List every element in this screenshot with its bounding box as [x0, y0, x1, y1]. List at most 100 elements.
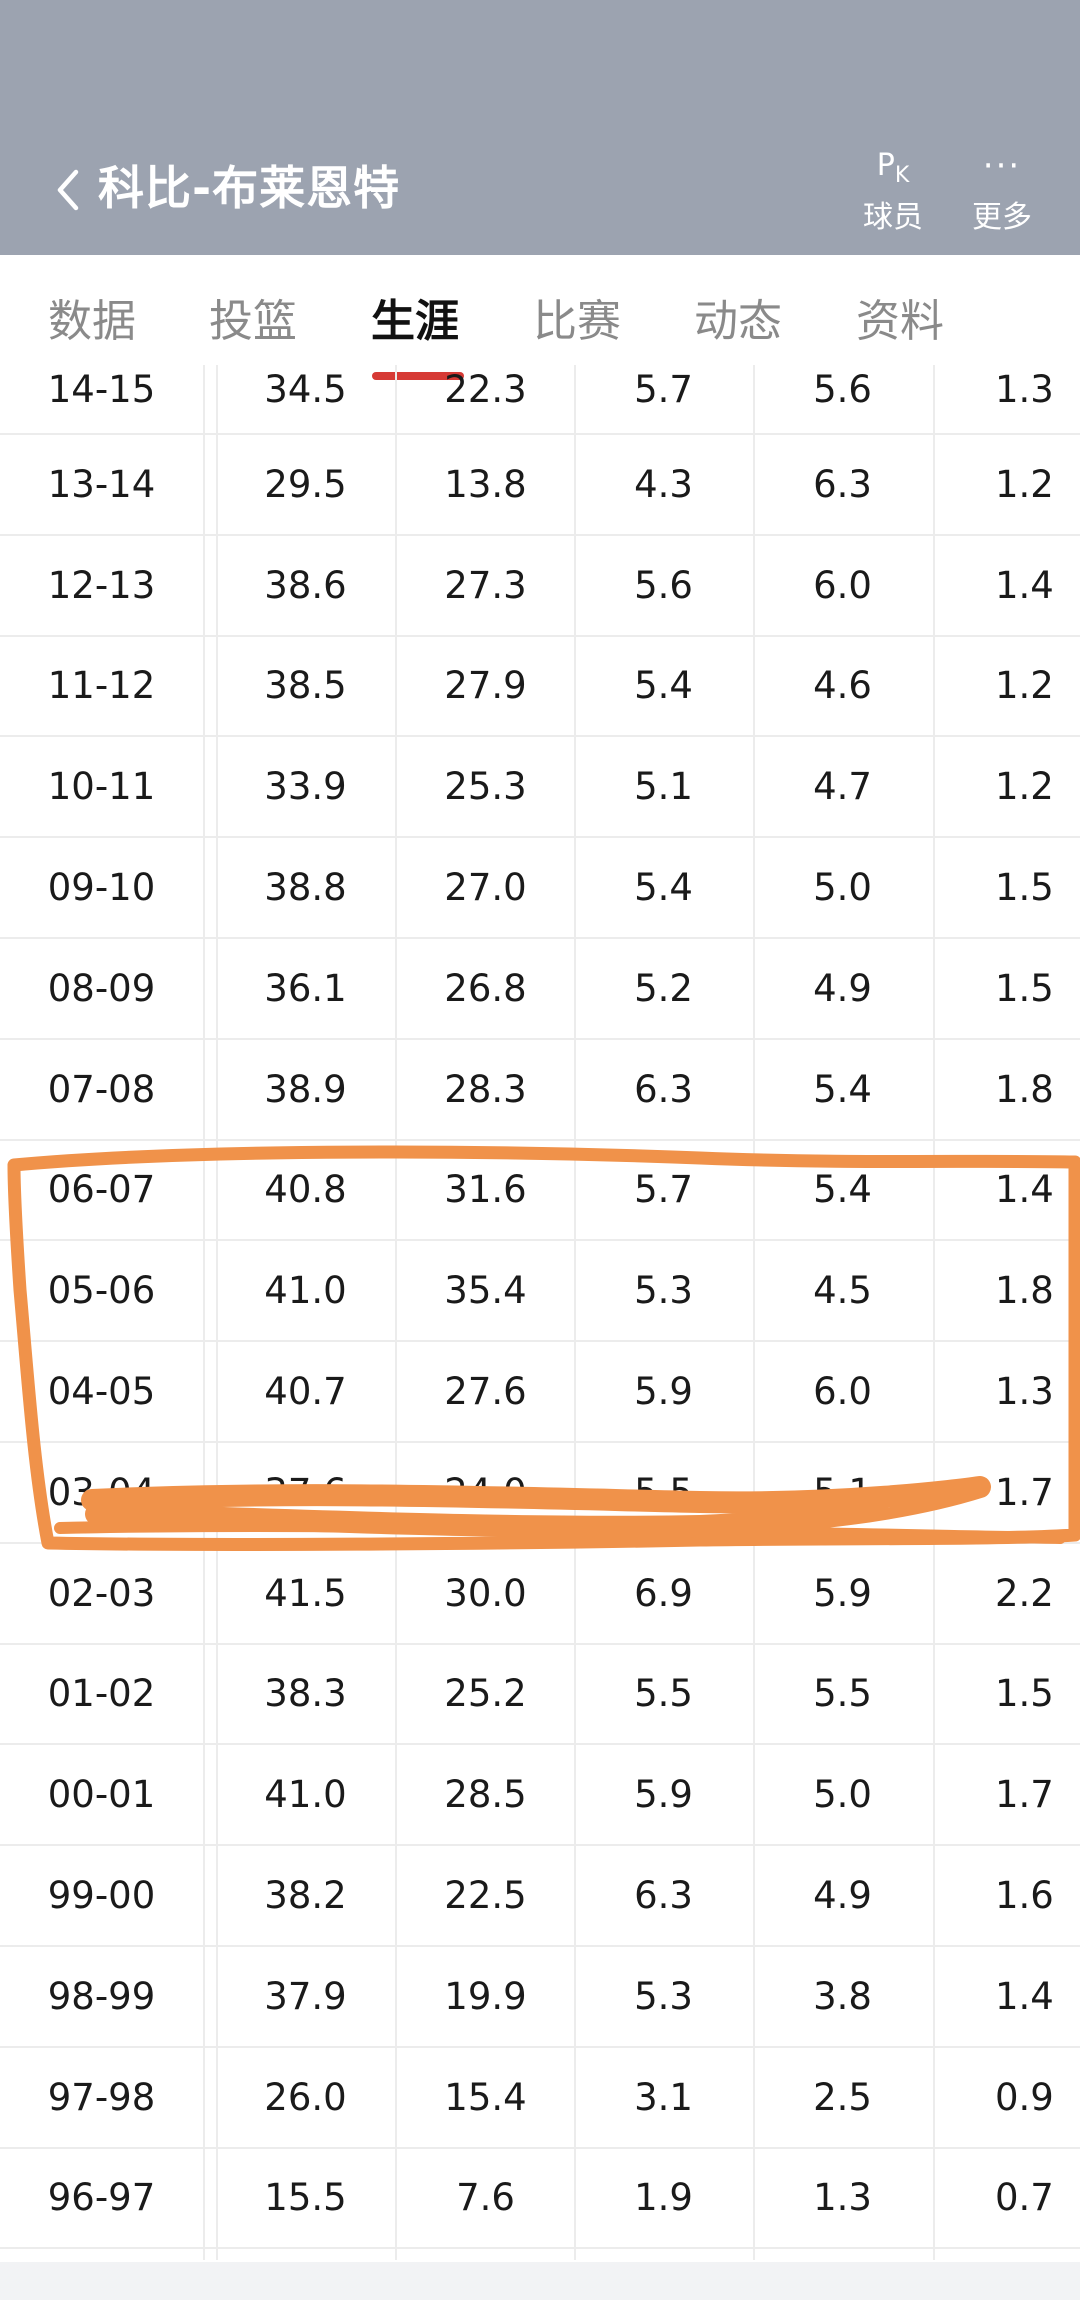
stat-cell: 19.9 — [444, 1974, 527, 2018]
season-cell: 11-12 — [47, 664, 156, 708]
stat-cell: 1.2 — [995, 765, 1054, 809]
stat-cell: 4.5 — [813, 1269, 872, 1313]
stat-cell: 1.3 — [995, 1370, 1054, 1414]
stat-cell: 4.6 — [813, 664, 872, 708]
stat-cell: 5.5 — [634, 1470, 693, 1514]
stat-cell: 1.5 — [995, 866, 1054, 910]
stat-cell: 0.7 — [995, 2176, 1054, 2220]
stat-cell: 5.4 — [813, 1067, 872, 1111]
stat-cell: 1.8 — [995, 1269, 1054, 1313]
stat-cell: 6.3 — [634, 1874, 693, 1918]
stat-cell: 5.0 — [813, 866, 872, 910]
season-cell: 03-04 — [47, 1470, 156, 1514]
season-cell: 06-07 — [47, 1168, 156, 1212]
active-tab-indicator — [372, 372, 464, 380]
stat-cell: 6.3 — [634, 1067, 693, 1111]
stat-cell: 1.4 — [995, 1974, 1054, 2018]
tab-bar: 数据 投篮 生涯 比赛 动态 资料 — [0, 255, 1080, 380]
stat-cell: 6.9 — [634, 1571, 693, 1615]
tab-profile[interactable]: 资料 — [856, 296, 944, 347]
stat-cell: 1.2 — [995, 664, 1054, 708]
more-button[interactable]: ··· 更多 — [952, 140, 1052, 236]
table-row: 11-12 38.5 27.9 5.4 4.6 1.2 — [0, 637, 1080, 738]
tab-games[interactable]: 比赛 — [533, 296, 621, 347]
stat-cell: 7.6 — [456, 2176, 515, 2220]
career-stats-table[interactable]: 14-15 34.5 22.3 5.7 5.6 1.3 13-14 29.5 13.8 4.3 6.… — [0, 365, 1080, 2250]
stat-cell: 4.7 — [813, 765, 872, 809]
stat-cell: 38.5 — [264, 664, 347, 708]
more-label: 更多 — [972, 200, 1032, 235]
stat-cell: 28.5 — [444, 1773, 527, 1817]
stat-cell: 41.0 — [264, 1773, 347, 1817]
stat-cell: 27.0 — [444, 866, 527, 910]
season-cell: 04-05 — [47, 1370, 156, 1414]
stat-cell: 4.9 — [813, 1874, 872, 1918]
stat-cell: 38.2 — [264, 1874, 347, 1918]
more-icon: ··· — [982, 146, 1022, 186]
stat-cell: 27.3 — [444, 563, 527, 607]
stat-cell: 5.7 — [634, 368, 693, 411]
stat-cell: 38.6 — [264, 563, 347, 607]
table-row: 05-06 41.0 35.4 5.3 4.5 1.8 — [0, 1241, 1080, 1343]
season-cell: 96-97 — [47, 2176, 156, 2220]
stat-cell: 41.0 — [264, 1269, 347, 1313]
stat-cell: 5.0 — [813, 1773, 872, 1817]
stat-cell: 5.9 — [634, 1773, 693, 1817]
table-row: 10-11 33.9 25.3 5.1 4.7 1.2 — [0, 737, 1080, 839]
stat-cell: 5.4 — [813, 1168, 872, 1212]
stat-cell: 26.0 — [264, 2075, 347, 2119]
table-row: 97-98 26.0 15.4 3.1 2.5 0.9 — [0, 2048, 1080, 2149]
stat-cell: 4.9 — [813, 966, 872, 1010]
table-row: 99-00 38.2 22.5 6.3 4.9 1.6 — [0, 1846, 1080, 1947]
tab-career[interactable]: 生涯 — [371, 296, 459, 347]
table-row: 03-04 37.6 24.0 5.5 5.1 1.7 — [0, 1443, 1080, 1544]
table-row: 98-99 37.9 19.9 5.3 3.8 1.4 — [0, 1947, 1080, 2048]
stat-cell: 15.4 — [444, 2075, 527, 2119]
season-cell: 99-00 — [47, 1874, 156, 1918]
table-row: 14-15 34.5 22.3 5.7 5.6 1.3 — [0, 365, 1080, 435]
season-cell: 98-99 — [47, 1974, 156, 2018]
stat-cell: 24.0 — [444, 1470, 527, 1514]
season-cell: 13-14 — [47, 462, 156, 506]
stat-cell: 41.5 — [264, 1571, 347, 1615]
stat-cell: 40.8 — [264, 1168, 347, 1212]
stat-cell: 1.3 — [813, 2176, 872, 2220]
stat-cell: 15.5 — [264, 2176, 347, 2220]
stat-cell: 2.5 — [813, 2075, 872, 2119]
season-cell: 12-13 — [47, 563, 156, 607]
tab-shooting[interactable]: 投篮 — [209, 296, 297, 347]
stat-cell: 25.3 — [444, 765, 527, 809]
table-row: 00-01 41.0 28.5 5.9 5.0 1.7 — [0, 1745, 1080, 1847]
season-cell: 02-03 — [47, 1571, 156, 1615]
table-row: 04-05 40.7 27.6 5.9 6.0 1.3 — [0, 1342, 1080, 1443]
table-row: 07-08 38.9 28.3 6.3 5.4 1.8 — [0, 1040, 1080, 1141]
stat-cell: 38.8 — [264, 866, 347, 910]
stat-cell: 1.7 — [995, 1470, 1054, 1514]
stat-cell: 6.0 — [813, 563, 872, 607]
season-cell: 10-11 — [47, 765, 156, 809]
stat-cell: 5.1 — [634, 765, 693, 809]
stat-cell: 27.9 — [444, 664, 527, 708]
stat-cell: 26.8 — [444, 966, 527, 1010]
stat-cell: 34.5 — [264, 368, 347, 411]
stat-cell: 5.6 — [634, 563, 693, 607]
stat-cell: 38.3 — [264, 1672, 347, 1716]
stat-cell: 5.7 — [634, 1168, 693, 1212]
stat-cell: 5.6 — [813, 368, 872, 411]
stat-cell: 6.0 — [813, 1370, 872, 1414]
stat-cell: 33.9 — [264, 765, 347, 809]
season-cell: 97-98 — [47, 2075, 156, 2119]
stat-cell: 5.4 — [634, 866, 693, 910]
stat-cell: 5.3 — [634, 1974, 693, 2018]
tab-news[interactable]: 动态 — [694, 296, 782, 347]
table-row: 02-03 41.5 30.0 6.9 5.9 2.2 — [0, 1544, 1080, 1645]
stat-cell: 5.2 — [634, 966, 693, 1010]
tab-stats[interactable]: 数据 — [48, 296, 136, 347]
season-cell: 01-02 — [47, 1672, 156, 1716]
stat-cell: 29.5 — [264, 462, 347, 506]
stat-cell: 40.7 — [264, 1370, 347, 1414]
back-button[interactable] — [48, 160, 88, 220]
stat-cell: 6.3 — [813, 462, 872, 506]
pk-button[interactable]: PK 球员 — [843, 140, 943, 236]
season-cell: 08-09 — [47, 966, 156, 1010]
